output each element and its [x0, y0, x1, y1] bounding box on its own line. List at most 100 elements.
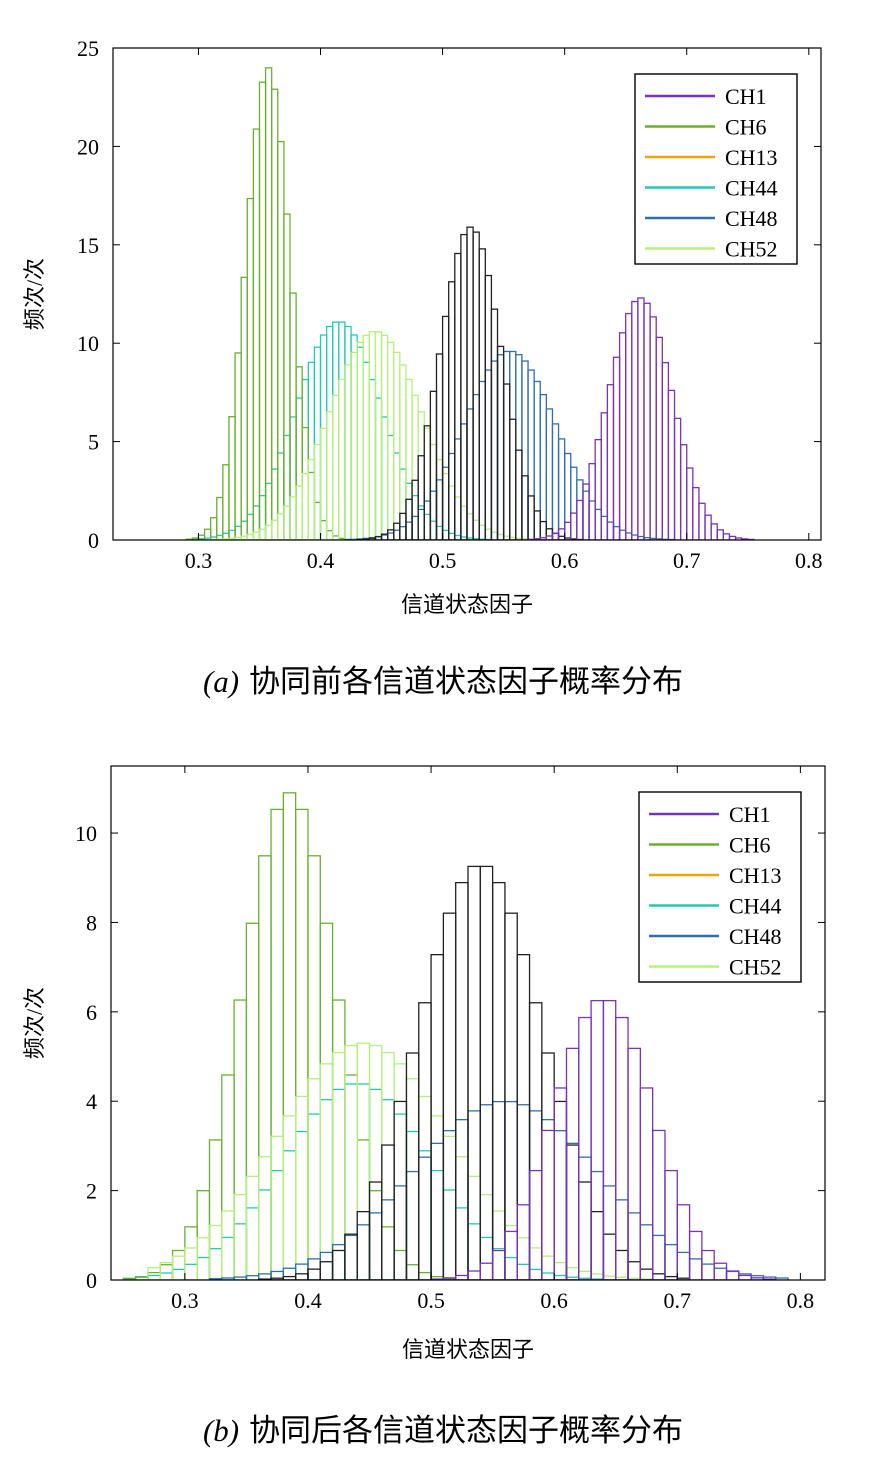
histogram-bar: [246, 513, 255, 540]
histogram-bar: [578, 1156, 592, 1280]
histogram-bar: [418, 1095, 432, 1280]
histogram-bar: [491, 1249, 506, 1280]
histogram-bar: [716, 529, 724, 540]
histogram-bar: [639, 1224, 654, 1280]
histogram-bar: [594, 508, 602, 540]
histogram-bar: [527, 495, 535, 540]
histogram-bar: [615, 1199, 629, 1280]
histogram-bar: [435, 479, 444, 540]
caption-b-text: 协同后各信道状态因子概率分布: [249, 1413, 683, 1449]
histogram-bar: [541, 1255, 555, 1280]
legend-label-ch48: CH48: [729, 924, 782, 949]
histogram-bar: [411, 394, 419, 540]
histogram-bar: [688, 1230, 703, 1280]
histogram-bar: [289, 416, 297, 540]
histogram-bar: [325, 530, 334, 540]
histogram-bar: [504, 1256, 518, 1280]
caption-a: (a) 协同前各信道状态因子概率分布: [0, 656, 886, 701]
histogram-bar: [245, 1175, 260, 1280]
histogram-bar: [454, 438, 462, 540]
histogram-bar: [661, 361, 670, 540]
histogram-bar: [472, 393, 480, 540]
histogram-bar: [466, 408, 474, 540]
histogram-bar: [590, 1210, 605, 1280]
histogram-bar: [228, 416, 236, 540]
histogram-bar: [491, 1210, 506, 1280]
histogram-bar: [405, 482, 413, 540]
histogram-bar: [245, 1275, 260, 1280]
histogram-bar: [295, 485, 303, 540]
histogram-bar: [196, 1256, 211, 1280]
histogram-bar: [208, 1139, 223, 1280]
histogram-bar: [264, 524, 273, 540]
x-tick-label: 0.4: [294, 1288, 322, 1313]
histogram-bar: [393, 1063, 408, 1280]
histogram-bar: [381, 1051, 395, 1280]
histogram-bar: [701, 1263, 715, 1280]
histogram-bar: [637, 297, 645, 540]
histogram-bar: [221, 1236, 235, 1280]
histogram-bar: [442, 1189, 457, 1280]
caption-b-tag: (b): [202, 1413, 240, 1448]
histogram-bar: [418, 1002, 432, 1280]
x-tick-label: 0.3: [185, 548, 213, 573]
histogram-bar: [576, 479, 584, 540]
histogram-bar: [615, 1249, 629, 1280]
histogram-bar: [448, 485, 456, 540]
histogram-bar: [541, 1129, 555, 1280]
histogram-bar: [234, 352, 242, 540]
histogram-bar: [448, 532, 456, 540]
histogram-bar: [350, 351, 358, 540]
histogram-bar: [441, 315, 450, 540]
histogram-bar: [557, 528, 566, 540]
histogram-bar: [368, 1044, 383, 1280]
chart-b: 0.3 0.4 0.5 0.6 0.7 0.80246810信道状态因子频次/次CH1CH…: [22, 765, 826, 1362]
histogram-bar: [722, 533, 731, 540]
histogram-bar: [393, 529, 401, 540]
histogram-bar: [295, 366, 303, 540]
histogram-bar: [491, 881, 506, 1280]
histogram-bar: [594, 438, 602, 540]
histogram-bar: [270, 808, 284, 1280]
series-ch13: [356, 226, 584, 540]
histogram-bar: [418, 1156, 432, 1280]
histogram-bar: [344, 1044, 358, 1280]
histogram-bar: [417, 508, 425, 540]
histogram-bar: [643, 302, 651, 540]
histogram-bar: [356, 1139, 371, 1280]
histogram-bar: [435, 353, 444, 540]
histogram-bar: [252, 128, 261, 540]
histogram-bar: [588, 463, 596, 540]
histogram-bar: [331, 1249, 346, 1280]
histogram-bar: [399, 526, 407, 540]
histogram-bar: [460, 505, 468, 540]
histogram-bar: [516, 1237, 531, 1280]
histogram-bar: [713, 1267, 728, 1280]
histogram-bar: [264, 482, 273, 540]
histogram-bar: [435, 459, 444, 540]
histogram-bar: [590, 1170, 605, 1280]
histogram-bar: [698, 502, 706, 540]
histogram-bar: [325, 411, 334, 540]
histogram-bar: [393, 351, 401, 540]
histogram-bar: [454, 496, 462, 540]
x-tick-label: 0.7: [673, 548, 701, 573]
histogram-bar: [301, 426, 309, 540]
histogram-bar: [590, 999, 605, 1280]
series-ch6: [185, 67, 352, 540]
histogram-bar: [528, 1268, 543, 1280]
histogram-bar: [516, 1263, 531, 1280]
histogram-bar: [504, 1230, 518, 1280]
histogram-bar: [612, 356, 621, 540]
histogram-bar: [270, 1169, 284, 1280]
histogram-bar: [307, 855, 321, 1280]
histogram-bar: [516, 1204, 531, 1280]
series-ch1: [527, 297, 755, 540]
histogram-bar: [448, 281, 456, 540]
histogram-bar: [418, 1271, 432, 1280]
legend-box: [638, 791, 802, 983]
histogram-bar: [430, 1169, 445, 1280]
histogram-bar: [344, 364, 352, 540]
histogram-bar: [664, 1169, 678, 1280]
histogram-bar: [411, 479, 419, 540]
